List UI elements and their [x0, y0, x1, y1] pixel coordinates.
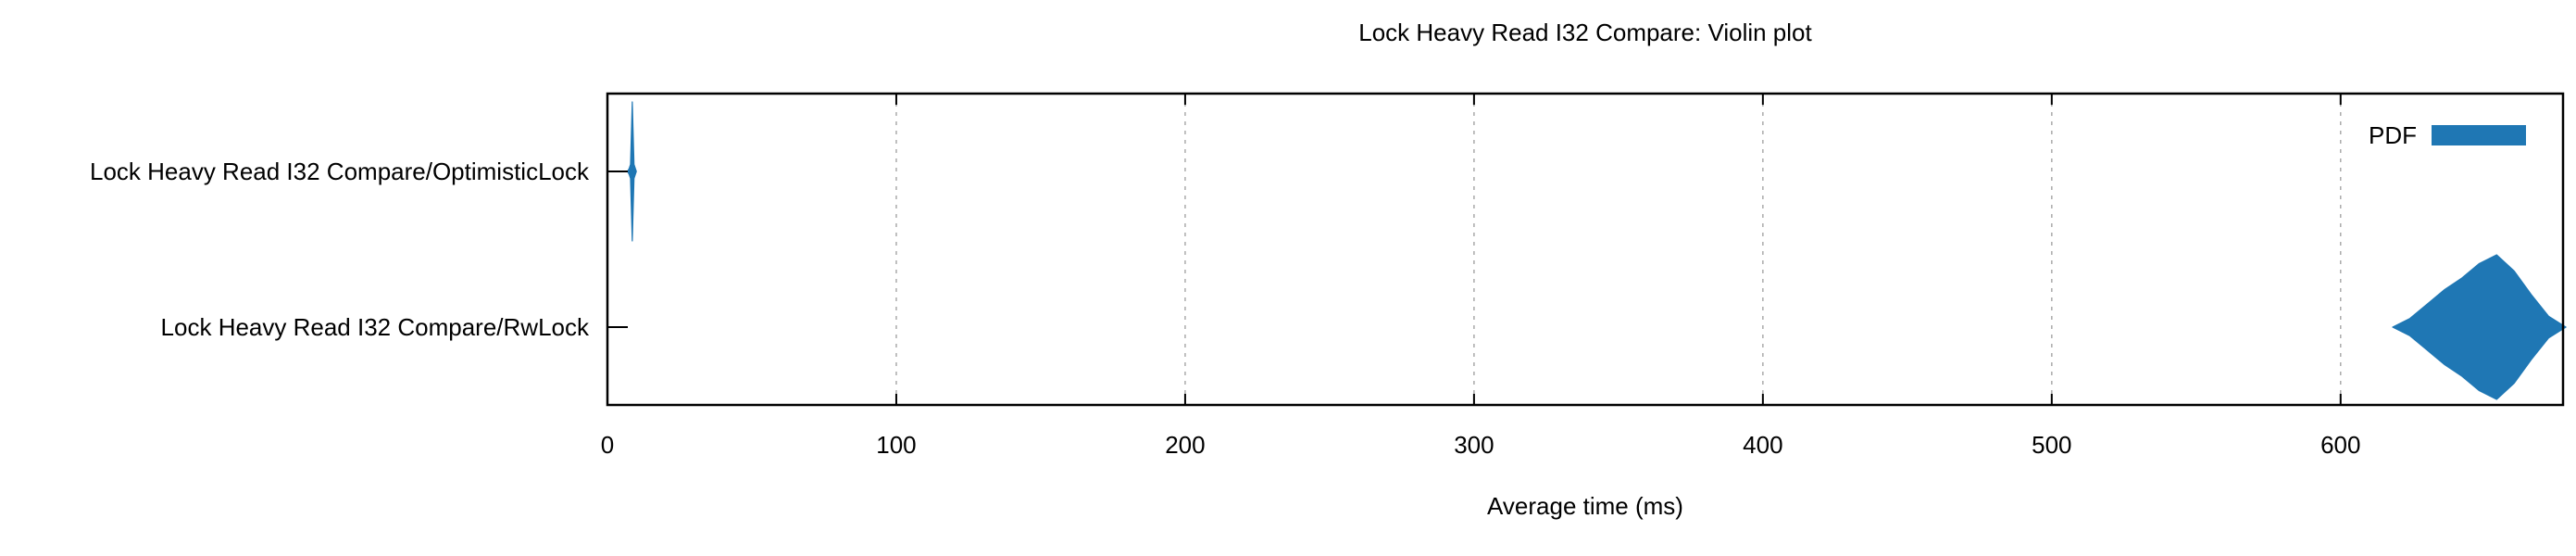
violin-plot-area [627, 101, 2567, 400]
plot-frame [606, 92, 2565, 407]
x-tick-label: 400 [1743, 431, 1782, 459]
category-label: Lock Heavy Read I32 Compare/OptimisticLo… [90, 158, 590, 185]
x-tick-label: 100 [876, 431, 916, 459]
x-tick-label: 0 [601, 431, 614, 459]
legend: PDF [2369, 121, 2526, 149]
legend-label-pdf: PDF [2369, 121, 2417, 149]
x-tick-label: 200 [1165, 431, 1205, 459]
x-tick-label: 300 [1454, 431, 1494, 459]
legend-swatch-pdf [2432, 125, 2526, 145]
grid-lines [895, 94, 2342, 405]
category-labels: Lock Heavy Read I32 Compare/OptimisticLo… [90, 158, 590, 341]
x-axis-label: Average time (ms) [1487, 492, 1683, 520]
x-tick-labels: 0 100 200 300 400 500 600 [601, 431, 2361, 459]
axis-ticks [606, 94, 2342, 405]
category-label: Lock Heavy Read I32 Compare/RwLock [161, 313, 590, 341]
violin-shape [2392, 254, 2567, 400]
chart-title: Lock Heavy Read I32 Compare: Violin plot [1358, 19, 1812, 46]
x-tick-label: 500 [2032, 431, 2071, 459]
x-tick-label: 600 [2320, 431, 2360, 459]
violin-shape [627, 101, 637, 242]
